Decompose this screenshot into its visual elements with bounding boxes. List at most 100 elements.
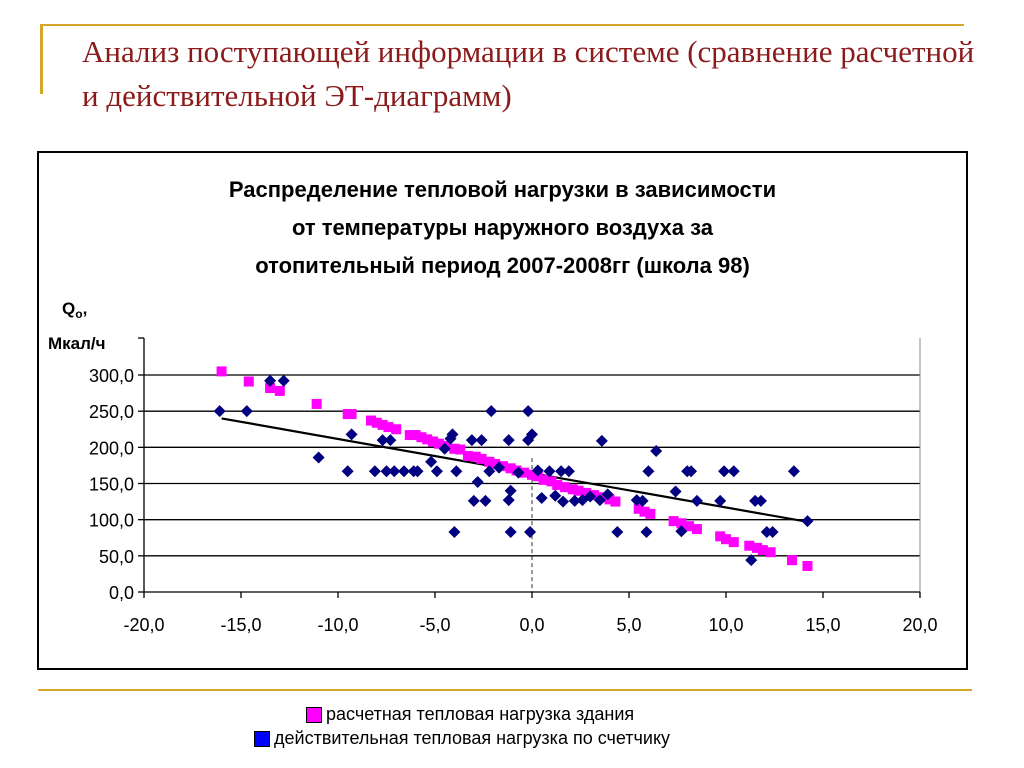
- actual-point: [493, 461, 506, 474]
- actual-point: [502, 494, 515, 507]
- calc-point: [715, 531, 726, 542]
- calc-point: [721, 534, 731, 545]
- calc-point: [546, 476, 557, 487]
- calc-point: [633, 503, 644, 514]
- actual-point: [549, 489, 562, 502]
- slide-title: Анализ поступающей информации в системе …: [82, 34, 975, 113]
- calc-point: [676, 518, 687, 529]
- chart-title-line-2: от температуры наружного воздуха за: [291, 215, 714, 240]
- actual-point: [376, 434, 389, 447]
- calc-point: [433, 438, 444, 449]
- actual-point: [601, 488, 614, 501]
- actual-point: [504, 484, 517, 497]
- chart-title: Распределение тепловой нагрузки в зависи…: [37, 171, 968, 285]
- series-calc-points: [216, 366, 813, 571]
- calc-point: [216, 366, 227, 377]
- actual-point: [471, 476, 484, 489]
- calc-point: [404, 430, 415, 441]
- actual-point: [430, 465, 443, 478]
- calc-point: [639, 506, 650, 517]
- calc-point: [449, 443, 460, 454]
- calc-point: [265, 383, 276, 394]
- calc-point: [786, 555, 797, 566]
- calc-point: [567, 484, 578, 495]
- calc-point: [691, 524, 702, 535]
- y-tick-label: 250,0: [89, 402, 134, 422]
- actual-point: [312, 451, 325, 464]
- calc-point: [744, 540, 755, 551]
- actual-point: [584, 490, 597, 503]
- actual-point: [568, 494, 581, 507]
- actual-point: [384, 434, 397, 447]
- calc-point: [490, 458, 501, 469]
- legend-label-calc: расчетная тепловая нагрузка здания: [326, 704, 635, 724]
- calc-point: [527, 469, 537, 480]
- actual-point: [754, 494, 767, 507]
- title-accent-rule: [40, 24, 964, 26]
- y-tick-label: 0,0: [109, 583, 134, 603]
- calc-point: [416, 432, 427, 443]
- calc-point: [391, 424, 402, 435]
- actual-point: [411, 465, 424, 478]
- actual-point: [718, 465, 731, 478]
- actual-point: [467, 494, 480, 507]
- legend-swatch-actual: [254, 730, 270, 747]
- actual-point: [465, 434, 478, 447]
- calc-point: [484, 456, 495, 467]
- actual-point: [685, 465, 698, 478]
- actual-point: [502, 434, 515, 447]
- calc-point: [476, 453, 487, 464]
- actual-point: [555, 465, 568, 478]
- tick-labels: 0,0 50,0 100,0 150,0 200,0 250,0 300,0 -20,0 -15…: [89, 366, 938, 635]
- calc-point: [455, 444, 466, 455]
- x-tick-label: -10,0: [317, 615, 358, 635]
- x-tick-label: -5,0: [419, 615, 450, 635]
- calc-point: [410, 430, 421, 441]
- x-tick-label: 10,0: [708, 615, 743, 635]
- actual-point: [669, 485, 682, 498]
- calc-point: [728, 537, 739, 548]
- actual-point: [562, 465, 575, 478]
- chart-title-line-3: отопительный период 2007-2008гг (школа 9…: [255, 253, 750, 278]
- x-tick-label: -20,0: [123, 615, 164, 635]
- calc-point: [802, 560, 813, 571]
- actual-point: [425, 455, 438, 468]
- actual-point: [438, 442, 451, 455]
- calc-point: [757, 545, 768, 556]
- actual-point: [727, 465, 740, 478]
- axes: [138, 337, 921, 598]
- y-tick-label: 100,0: [89, 511, 134, 531]
- actual-point: [526, 428, 538, 441]
- actual-point: [446, 428, 459, 441]
- actual-point: [240, 405, 253, 418]
- actual-point: [345, 428, 358, 441]
- x-tick-label: 0,0: [519, 615, 544, 635]
- actual-point: [524, 525, 537, 538]
- actual-point: [801, 515, 814, 528]
- actual-point: [450, 465, 463, 478]
- actual-point: [213, 405, 226, 418]
- actual-point: [640, 525, 653, 538]
- actual-point: [397, 465, 410, 478]
- gridlines: [144, 338, 921, 592]
- calc-point: [274, 385, 285, 396]
- actual-point: [448, 525, 461, 538]
- series-actual-points: [213, 374, 814, 567]
- actual-point: [264, 374, 277, 387]
- actual-point: [531, 464, 544, 477]
- legend-swatch-calc: [306, 706, 322, 723]
- actual-point: [504, 525, 517, 538]
- calc-point: [243, 376, 254, 387]
- actual-point: [368, 465, 381, 478]
- chart-frame: [37, 151, 968, 670]
- y-tick-label: 50,0: [99, 547, 134, 567]
- actual-point: [650, 444, 663, 457]
- y-axis-label-symbol: Qо,: [62, 299, 87, 321]
- calc-point: [428, 436, 439, 447]
- actual-point: [388, 465, 401, 478]
- y-axis-subscript: о: [75, 307, 82, 321]
- x-tick-label: 20,0: [902, 615, 937, 635]
- calc-point: [581, 487, 592, 498]
- actual-point: [483, 465, 496, 478]
